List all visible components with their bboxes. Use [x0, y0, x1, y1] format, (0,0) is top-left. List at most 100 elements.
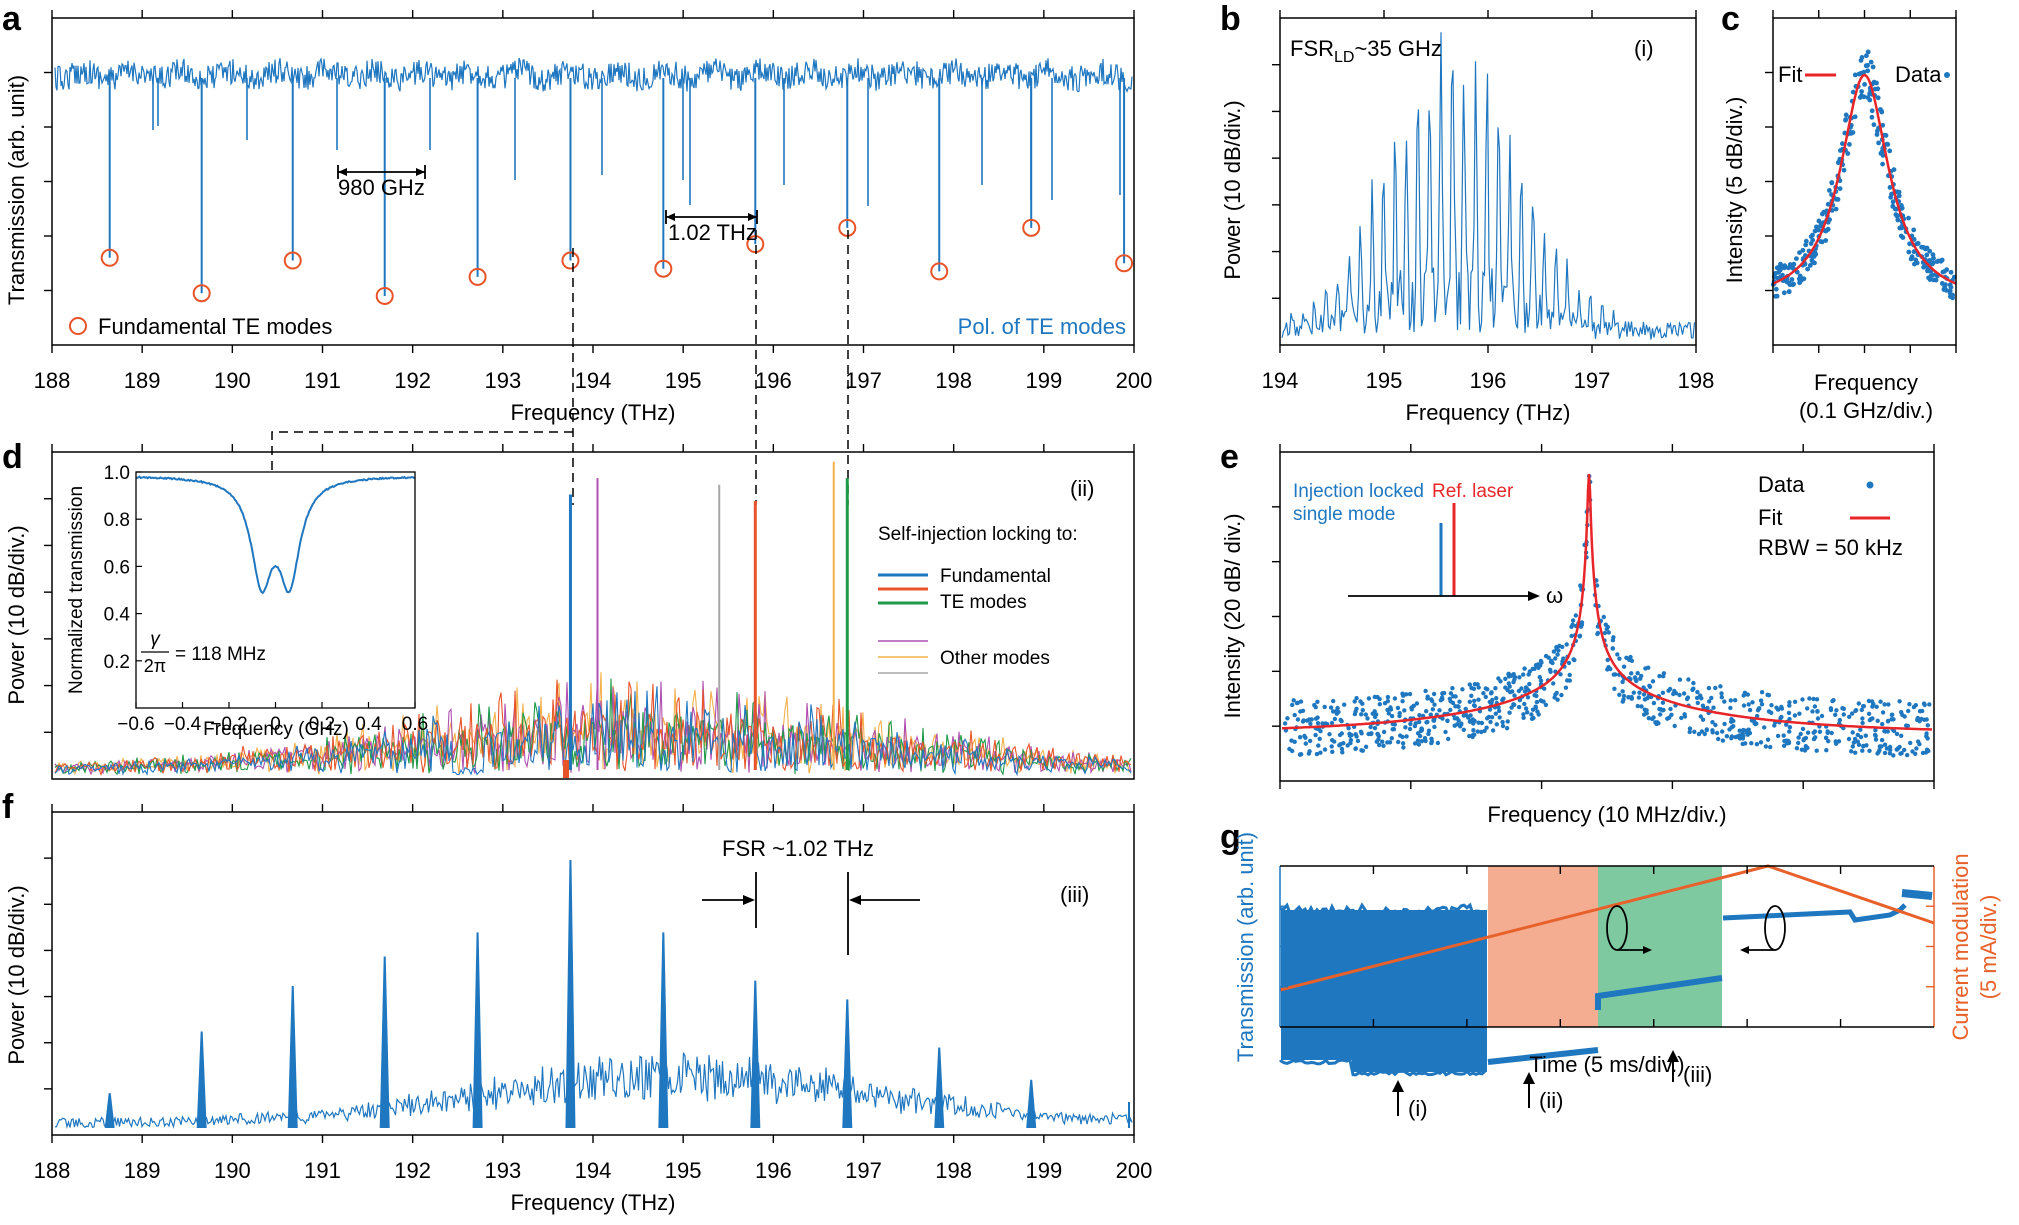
data-point	[1922, 702, 1927, 708]
data-point	[1860, 716, 1865, 721]
data-point	[1511, 672, 1516, 677]
data-point	[1927, 702, 1932, 707]
data-point	[1470, 717, 1476, 722]
data-point	[1890, 199, 1896, 205]
data-point	[1749, 741, 1754, 746]
panel-g-ylabel-left: Transmission (arb. unit)	[1233, 832, 1258, 1062]
data-point	[1320, 721, 1325, 726]
panel-g-ticks	[1280, 866, 1934, 1027]
data-point	[1920, 708, 1925, 714]
data-point	[1352, 711, 1358, 717]
x-tick-label: 192	[394, 1158, 431, 1183]
data-point	[1785, 741, 1790, 746]
data-point	[1871, 701, 1876, 707]
data-point	[1318, 750, 1323, 755]
data-point	[1484, 725, 1489, 730]
data-point	[1882, 750, 1888, 756]
data-point	[1890, 712, 1895, 717]
data-point	[1646, 716, 1652, 721]
data-point	[1570, 618, 1576, 623]
data-point	[1636, 695, 1642, 700]
data-point	[1880, 161, 1885, 167]
data-point	[1810, 709, 1815, 714]
data-point	[1719, 695, 1725, 700]
comb-line	[750, 980, 761, 1129]
data-point	[1713, 722, 1718, 728]
regime-iii-trace	[1595, 975, 1723, 1010]
inset-2pi: 2π	[144, 656, 166, 676]
data-point	[1852, 736, 1858, 742]
data-point	[1902, 747, 1907, 753]
arrow-1-02thz	[665, 210, 758, 224]
data-point	[1724, 734, 1730, 739]
data-point	[1939, 281, 1945, 286]
data-point	[1907, 702, 1912, 707]
regime-i-step	[1352, 1050, 1487, 1072]
data-point	[1741, 693, 1746, 698]
data-point	[1698, 714, 1704, 719]
panel-g-xlabel: Time (5 ms/div.)	[1529, 1052, 1684, 1077]
data-point	[1713, 685, 1718, 691]
data-point	[1787, 729, 1792, 734]
comb-line	[472, 932, 483, 1129]
mode-spectrum	[54, 686, 1132, 777]
panel-f-ylabel: Power (10 dB/div.)	[4, 885, 29, 1064]
data-point	[1493, 686, 1498, 691]
data-point	[1887, 185, 1893, 190]
data-point	[1696, 731, 1702, 737]
data-point	[1372, 714, 1378, 720]
data-point	[1727, 727, 1732, 732]
inset-y-tick-label: 0.8	[104, 510, 130, 531]
data-point	[1377, 702, 1383, 707]
inset-gamma: γ	[150, 629, 161, 650]
data-point	[1824, 748, 1829, 753]
data-point	[1403, 725, 1408, 730]
data-point	[1924, 252, 1930, 258]
panel-b-xlabel: Frequency (THz)	[1405, 400, 1570, 425]
panel-b-x-ticks: 194 195 196 197 198	[1262, 10, 1714, 393]
data-point	[1850, 89, 1856, 95]
data-point	[1779, 714, 1784, 720]
data-point	[1911, 227, 1917, 233]
legend-fundamental-te: Fundamental TE modes	[98, 314, 332, 339]
data-point	[1872, 86, 1878, 92]
data-point	[1849, 711, 1855, 716]
data-point	[1292, 712, 1297, 718]
panel-d-tag: (ii)	[1070, 476, 1094, 501]
data-point	[1380, 739, 1385, 744]
data-point	[1831, 698, 1836, 703]
data-point	[1706, 685, 1712, 691]
data-point	[1666, 688, 1671, 693]
panel-b-comb	[1281, 32, 1696, 340]
data-point	[1786, 289, 1792, 294]
data-point	[1440, 691, 1445, 696]
data-point	[1687, 729, 1692, 735]
x-tick-label: 192	[394, 368, 431, 393]
data-point	[1947, 290, 1953, 296]
data-point	[1523, 685, 1529, 690]
data-point	[1877, 748, 1882, 753]
legend-te-modes: TE modes	[940, 592, 1027, 613]
data-point	[1347, 731, 1352, 736]
x-tick-label: 194	[575, 1158, 612, 1183]
data-point	[1537, 674, 1543, 680]
data-point	[1885, 718, 1891, 724]
panel-g-ylabel-right-2: (5 mA/div.)	[1976, 895, 2001, 1000]
data-point	[1720, 738, 1726, 743]
data-point	[1285, 716, 1290, 721]
data-point	[1906, 708, 1911, 714]
data-point	[1880, 153, 1886, 158]
marker-i: (i)	[1408, 1096, 1428, 1121]
data-point	[1841, 706, 1847, 711]
data-point	[1856, 701, 1862, 706]
data-point	[1792, 699, 1798, 704]
data-point	[1905, 752, 1910, 758]
x-tick-label: 196	[1470, 368, 1507, 393]
label-1-02thz: 1.02 THz	[668, 220, 757, 245]
x-tick-label: 195	[665, 1158, 702, 1183]
panel-d-legend-title: Self-injection locking to:	[878, 524, 1078, 545]
data-point	[1621, 664, 1627, 669]
data-point	[1298, 709, 1303, 714]
data-point	[1859, 707, 1865, 713]
data-point	[1927, 258, 1932, 263]
